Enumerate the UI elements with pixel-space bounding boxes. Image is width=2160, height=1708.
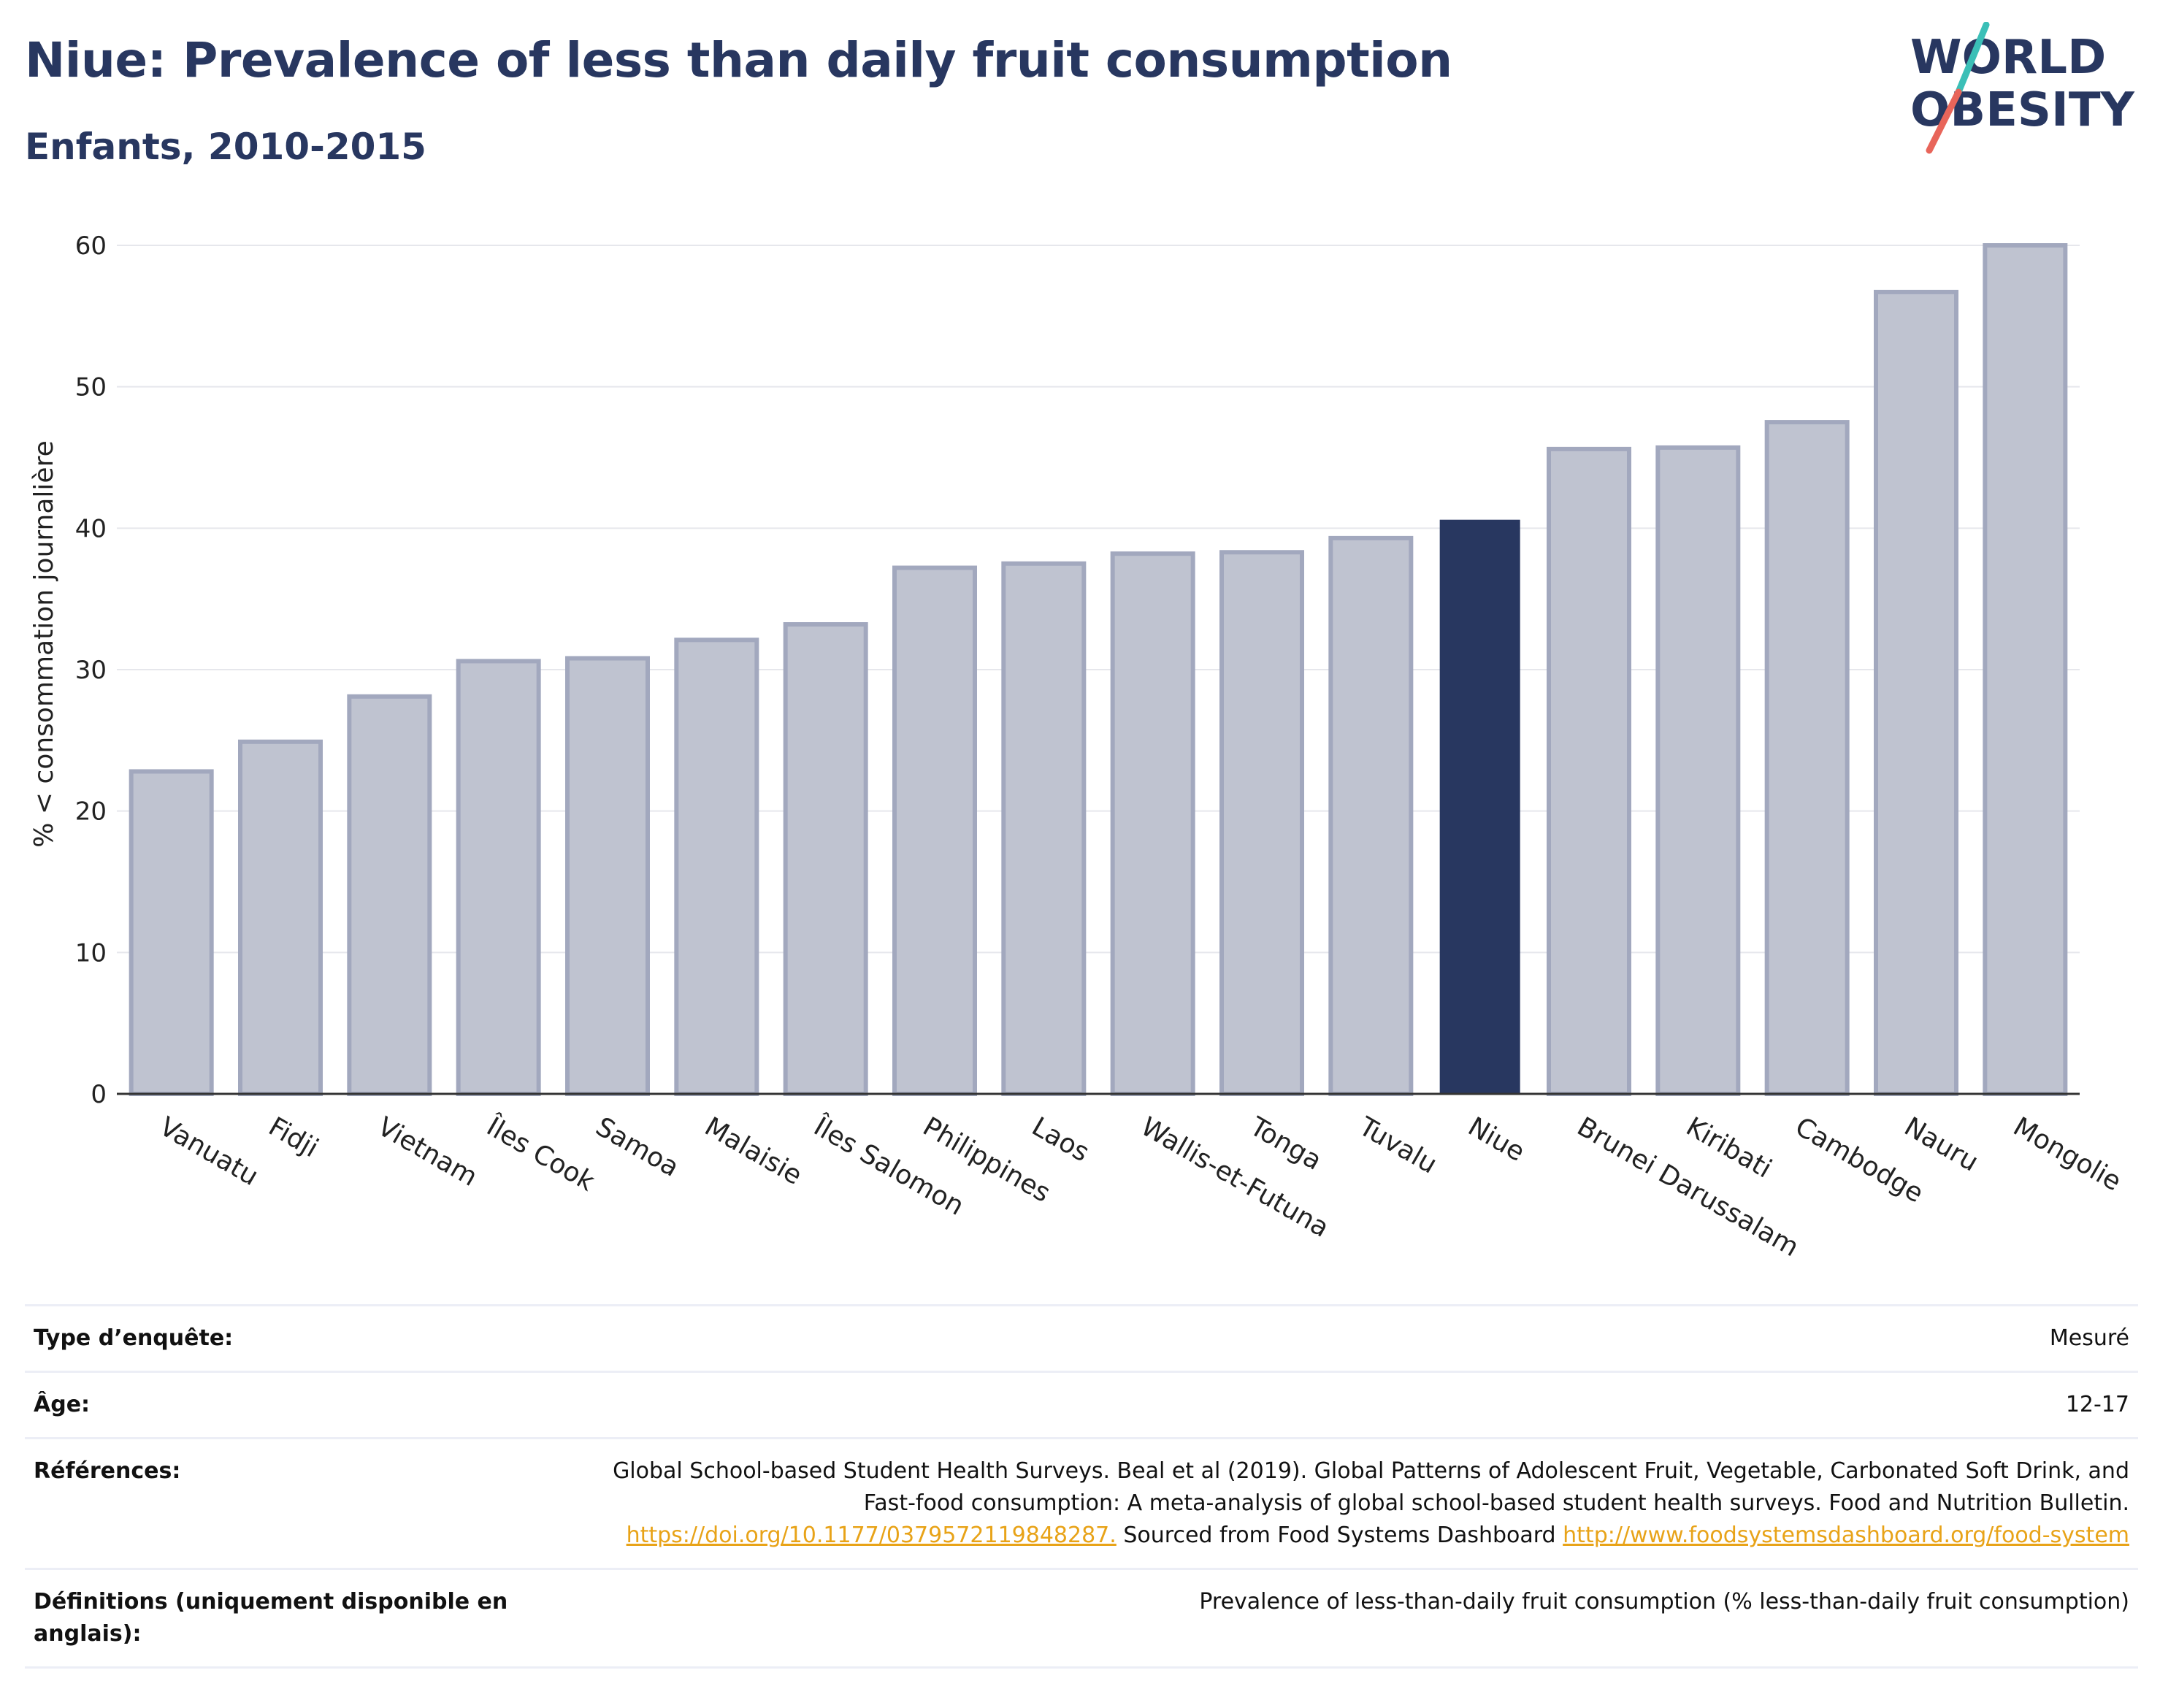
info-label: Définitions (uniquement disponible en an… [34,1589,508,1647]
bar-philippines[interactable] [892,565,977,1096]
y-tick-label: 60 [75,231,107,261]
bar--les-cook[interactable] [456,659,541,1096]
bar-tuvalu[interactable] [1328,535,1414,1096]
y-axis-label: % < consommation journalière [29,440,59,847]
bar-mongolie[interactable] [1983,243,2068,1096]
bar--les-salomon[interactable] [783,622,868,1096]
world-obesity-logo: WORLD OBESITY [1910,22,2134,154]
x-tick-label: Laos [1027,1111,1094,1168]
x-tick-label: Vietnam [372,1111,482,1192]
info-row-survey-type: Type d’enquête: Mesuré [25,1304,2138,1371]
x-tick-label: Niue [1463,1111,1529,1167]
bar-vietnam[interactable] [347,694,432,1096]
y-tick-label: 10 [75,938,107,968]
bar-fidji[interactable] [238,739,323,1097]
bar-vanuatu[interactable] [129,769,214,1096]
logo-slash-red [1926,88,1962,154]
bar-malaisie[interactable] [674,637,759,1096]
food-systems-dashboard-link[interactable]: http://www.foodsystemsdashboard.org/food… [1563,1523,2129,1548]
reference-text: Global School-based Student Health Surve… [613,1458,2129,1516]
x-tick-label: Malaisie [700,1111,807,1191]
logo-slash-teal [1955,22,1990,96]
bar-samoa[interactable] [565,656,650,1096]
y-tick-label: 50 [75,373,107,402]
x-tick-label: Wallis-et-Futuna [1135,1111,1333,1243]
reference-source-text: Sourced from Food Systems Dashboard [1123,1523,1556,1548]
x-tick-label: Mongolie [2008,1111,2126,1197]
y-tick-label: 40 [75,514,107,543]
info-label: Type d’enquête: [34,1325,234,1351]
y-tick-label: 0 [91,1080,107,1109]
info-table: Type d’enquête: Mesuré Âge: 12-17 Référe… [25,1304,2138,1669]
logo-text-world: WORLD [1910,31,2106,85]
bar-cambodge[interactable] [1764,420,1850,1096]
y-tick-label: 20 [75,797,107,827]
info-value: Prevalence of less-than-daily fruit cons… [1199,1589,2129,1615]
grid-lines [117,245,2080,954]
info-row-age: Âge: 12-17 [25,1371,2138,1437]
bar-nauru[interactable] [1874,289,1958,1096]
y-tick-label: 30 [75,656,107,685]
bar-laos[interactable] [1001,561,1087,1096]
info-value: 12-17 [2065,1392,2129,1417]
info-value: Mesuré [2049,1325,2129,1351]
chart-title: Niue: Prevalence of less than daily frui… [25,32,1452,88]
bars [129,243,2068,1097]
bar-brunei-darussalam[interactable] [1547,446,1631,1096]
x-tick-label: Tonga [1244,1111,1327,1176]
info-label: Âge: [34,1392,91,1417]
x-tick-label: Nauru [1899,1111,1983,1177]
x-tick-label: Samoa [591,1111,684,1183]
info-label: Références: [34,1458,181,1484]
bar-tonga[interactable] [1219,550,1304,1096]
x-tick-label: Fidji [264,1111,323,1163]
info-row-references: Références: Global School-based Student … [25,1437,2138,1568]
x-tick-label: Vanuatu [154,1111,263,1192]
y-axis-ticks: 0 10 20 30 40 50 60 [75,231,107,1109]
bar-niue[interactable] [1439,519,1520,1094]
doi-link[interactable]: https://doi.org/10.1177/0379572119848287… [626,1523,1117,1548]
chart-subtitle: Enfants, 2010-2015 [25,126,426,168]
references-value: Global School-based Student Health Surve… [559,1455,2129,1552]
info-row-definitions: Définitions (uniquement disponible en an… [25,1568,2138,1669]
x-tick-label: Îles Cook [481,1111,600,1197]
bar-wallis-et-futuna[interactable] [1110,551,1195,1096]
x-tick-label: Kiribati [1681,1111,1777,1184]
x-tick-label: Tuvalu [1353,1111,1441,1180]
bar-kiribati[interactable] [1655,445,1741,1096]
